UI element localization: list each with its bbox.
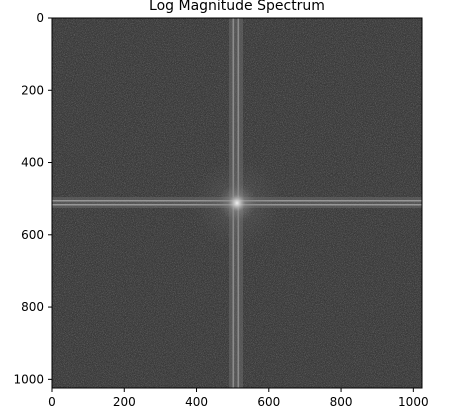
y-tick-label: 400 xyxy=(21,156,44,170)
x-tick-label: 1000 xyxy=(398,395,429,409)
y-tick-label: 800 xyxy=(21,300,44,314)
plot-frame xyxy=(51,17,423,389)
y-tick-label: 0 xyxy=(36,11,44,25)
y-tick-label: 1000 xyxy=(13,372,44,386)
y-tick-label: 600 xyxy=(21,228,44,242)
center-glow xyxy=(218,184,256,222)
x-tick-label: 600 xyxy=(257,395,280,409)
y-tick-label: 200 xyxy=(21,83,44,97)
x-tick-label: 400 xyxy=(185,395,208,409)
x-tick-label: 200 xyxy=(113,395,136,409)
spectrum-image xyxy=(52,18,422,388)
x-axis: 0 200 400 600 800 1000 xyxy=(48,388,429,409)
y-axis: 0 200 400 600 800 1000 xyxy=(13,11,52,386)
x-tick-label: 800 xyxy=(330,395,353,409)
chart-title: Log Magnitude Spectrum xyxy=(149,0,325,14)
x-tick-label: 0 xyxy=(48,395,56,409)
